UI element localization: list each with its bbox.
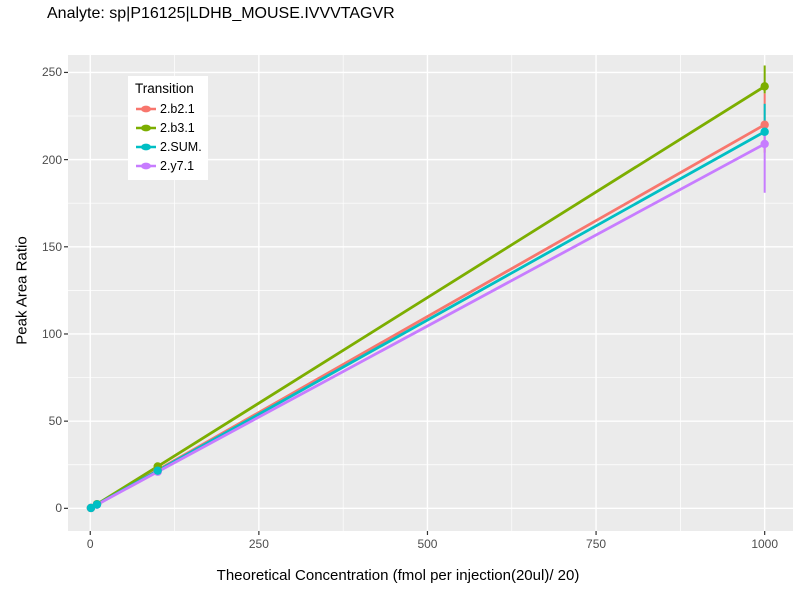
- x-tick-label-0: 0: [86, 537, 94, 551]
- data-point-2.SUM.: [760, 127, 769, 136]
- legend-key-icon: [136, 162, 156, 169]
- x-tick-label-1000: 1000: [751, 537, 779, 551]
- legend-label: 2.SUM.: [160, 139, 202, 154]
- x-tick-label-500: 500: [417, 537, 438, 551]
- y-tick-label-150: 150: [41, 239, 62, 254]
- data-point-2.SUM.: [86, 503, 96, 513]
- legend-key-icon: [136, 124, 156, 131]
- x-tick-label-750: 750: [586, 537, 607, 551]
- x-tick-label-250: 250: [248, 537, 269, 551]
- data-point-2.SUM.: [153, 466, 162, 475]
- data-point-2.y7.1: [760, 139, 769, 149]
- legend-key-icon: [136, 105, 156, 112]
- plot-title: Analyte: sp|P16125|LDHB_MOUSE.IVVVTAGVR: [47, 5, 395, 22]
- x-axis-title: Theoretical Concentration (fmol per inje…: [216, 567, 580, 584]
- data-point-2.b3.1: [760, 82, 769, 91]
- legend-label: 2.y7.1: [160, 158, 195, 173]
- legend-key-icon: [136, 143, 156, 150]
- data-point-2.SUM.: [92, 500, 102, 509]
- y-tick-label-50: 50: [48, 414, 62, 429]
- legend-item-2.b3.1: 2.b3.1: [135, 118, 208, 137]
- legend-item-2.y7.1: 2.y7.1: [135, 156, 208, 175]
- y-tick-label-250: 250: [41, 65, 62, 80]
- y-tick-label-100: 100: [41, 326, 62, 341]
- legend-items: 2.b2.1 2.b3.1 2.SUM. 2.y7.1: [135, 99, 208, 175]
- legend-item-2.SUM.: 2.SUM.: [135, 137, 208, 156]
- legend-title: Transition: [135, 81, 194, 96]
- data-point-2.b2.1: [760, 120, 769, 129]
- y-tick-label-200: 200: [41, 152, 62, 167]
- y-tick-label-0: 0: [55, 501, 62, 516]
- legend-label: 2.b3.1: [160, 120, 195, 135]
- legend-item-2.b2.1: 2.b2.1: [135, 99, 208, 118]
- legend: Transition 2.b2.1 2.b3.1 2.SUM. 2.y7.1: [128, 76, 208, 180]
- legend-label: 2.b2.1: [160, 101, 195, 116]
